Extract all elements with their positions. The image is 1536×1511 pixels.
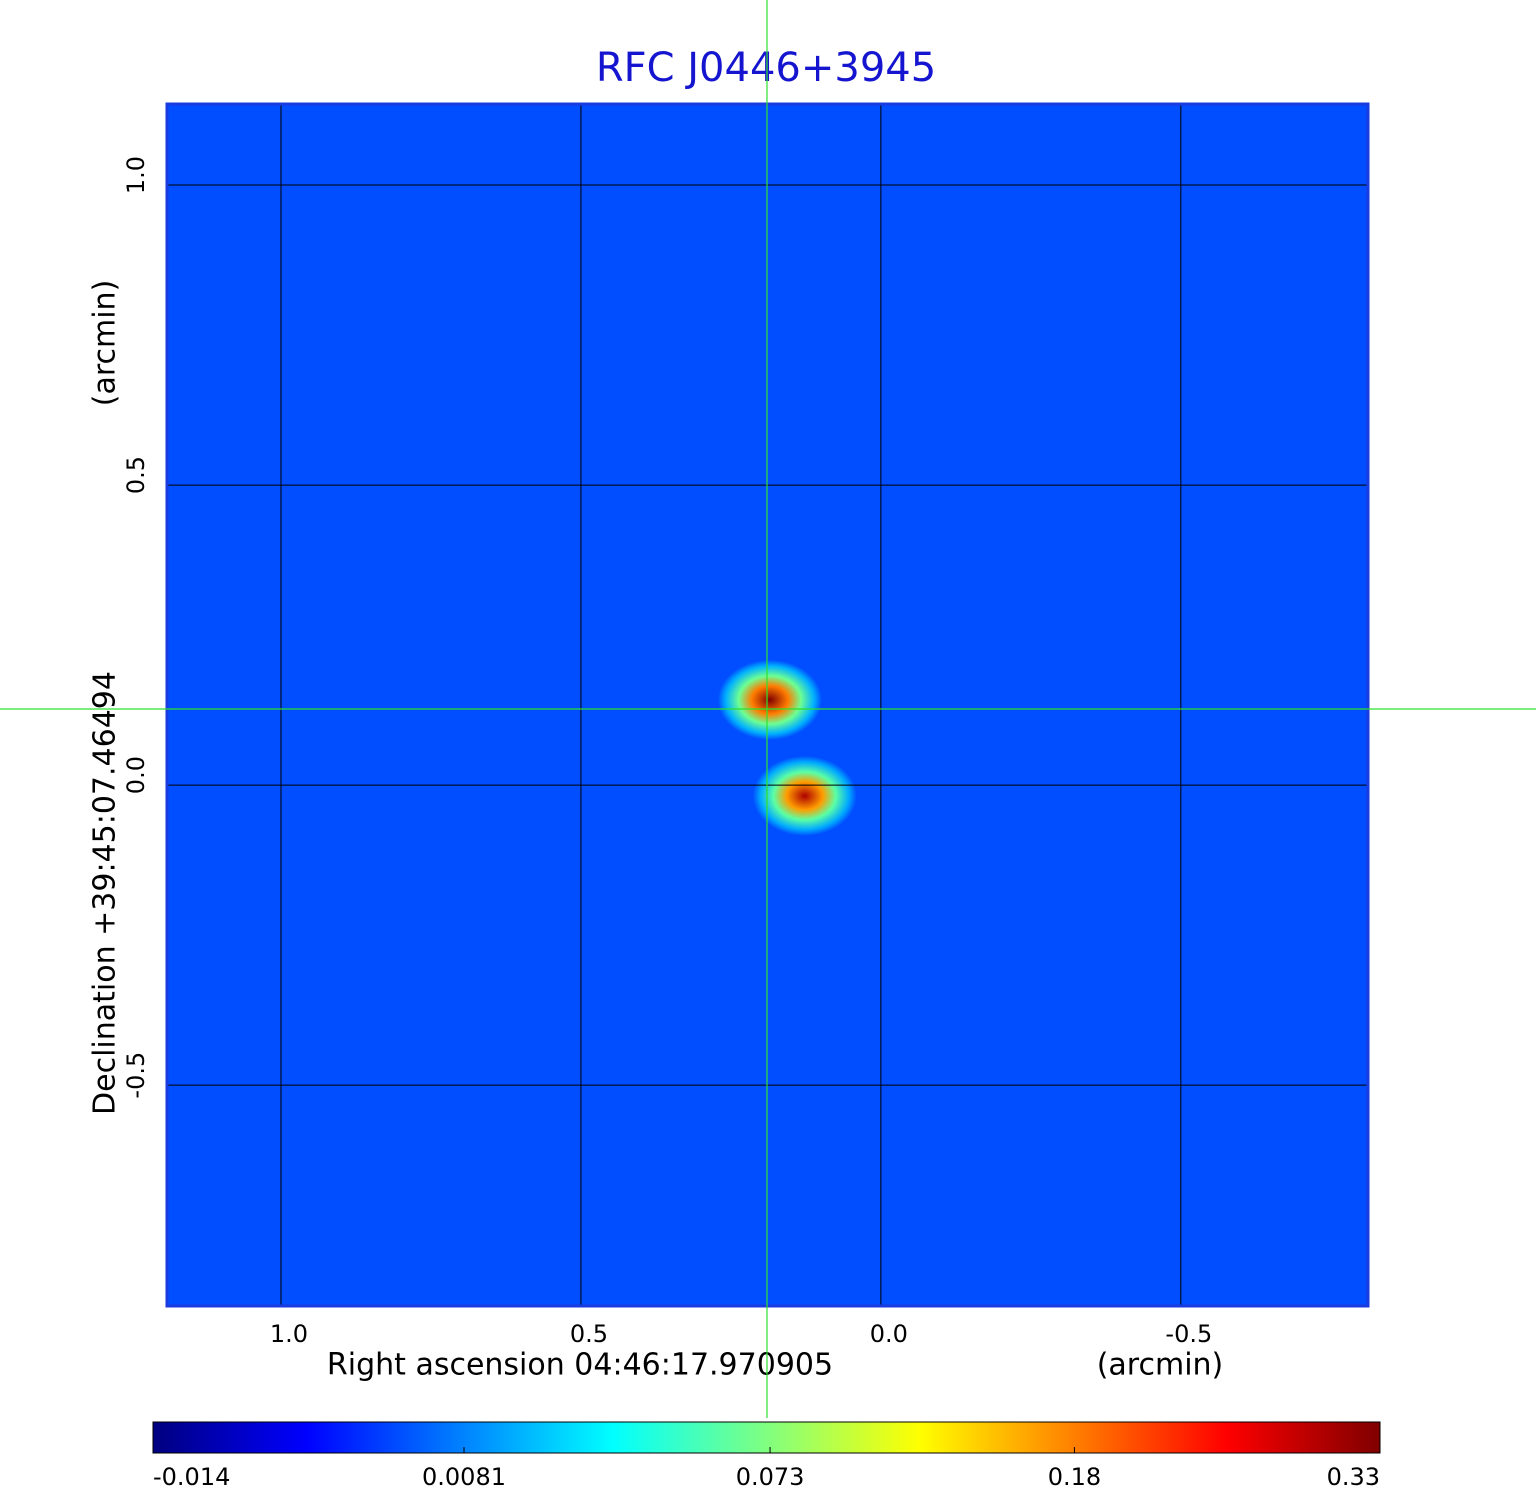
y-tick-label: 0.0 (122, 756, 150, 794)
colorbar-tick-label: 0.0081 (422, 1463, 506, 1491)
colorbar (152, 1421, 1381, 1454)
colorbar-tick-label: -0.014 (153, 1463, 230, 1491)
y-tick-label: -0.5 (122, 1052, 150, 1099)
y-axis-label: Declination +39:45:07.46494 (88, 671, 123, 1115)
x-axis-label: Right ascension 04:46:17.970905 (327, 1348, 833, 1383)
y-axis-unit: (arcmin) (88, 280, 123, 407)
chart-title: RFC J0446+3945 (596, 45, 936, 91)
x-axis-unit: (arcmin) (1097, 1348, 1224, 1383)
colorbar-tick-label: 0.073 (736, 1463, 805, 1491)
x-tick-label: -0.5 (1165, 1320, 1212, 1348)
y-tick-label: 1.0 (122, 156, 150, 194)
y-tick-label: 0.5 (122, 456, 150, 494)
peak (717, 659, 822, 740)
x-tick-label: 1.0 (270, 1320, 308, 1348)
colorbar-tick-label: 0.33 (1327, 1463, 1380, 1491)
colorbar-tick-label: 0.18 (1048, 1463, 1101, 1491)
x-tick-label: 0.5 (570, 1320, 608, 1348)
peak (752, 755, 857, 836)
x-tick-label: 0.0 (870, 1320, 908, 1348)
